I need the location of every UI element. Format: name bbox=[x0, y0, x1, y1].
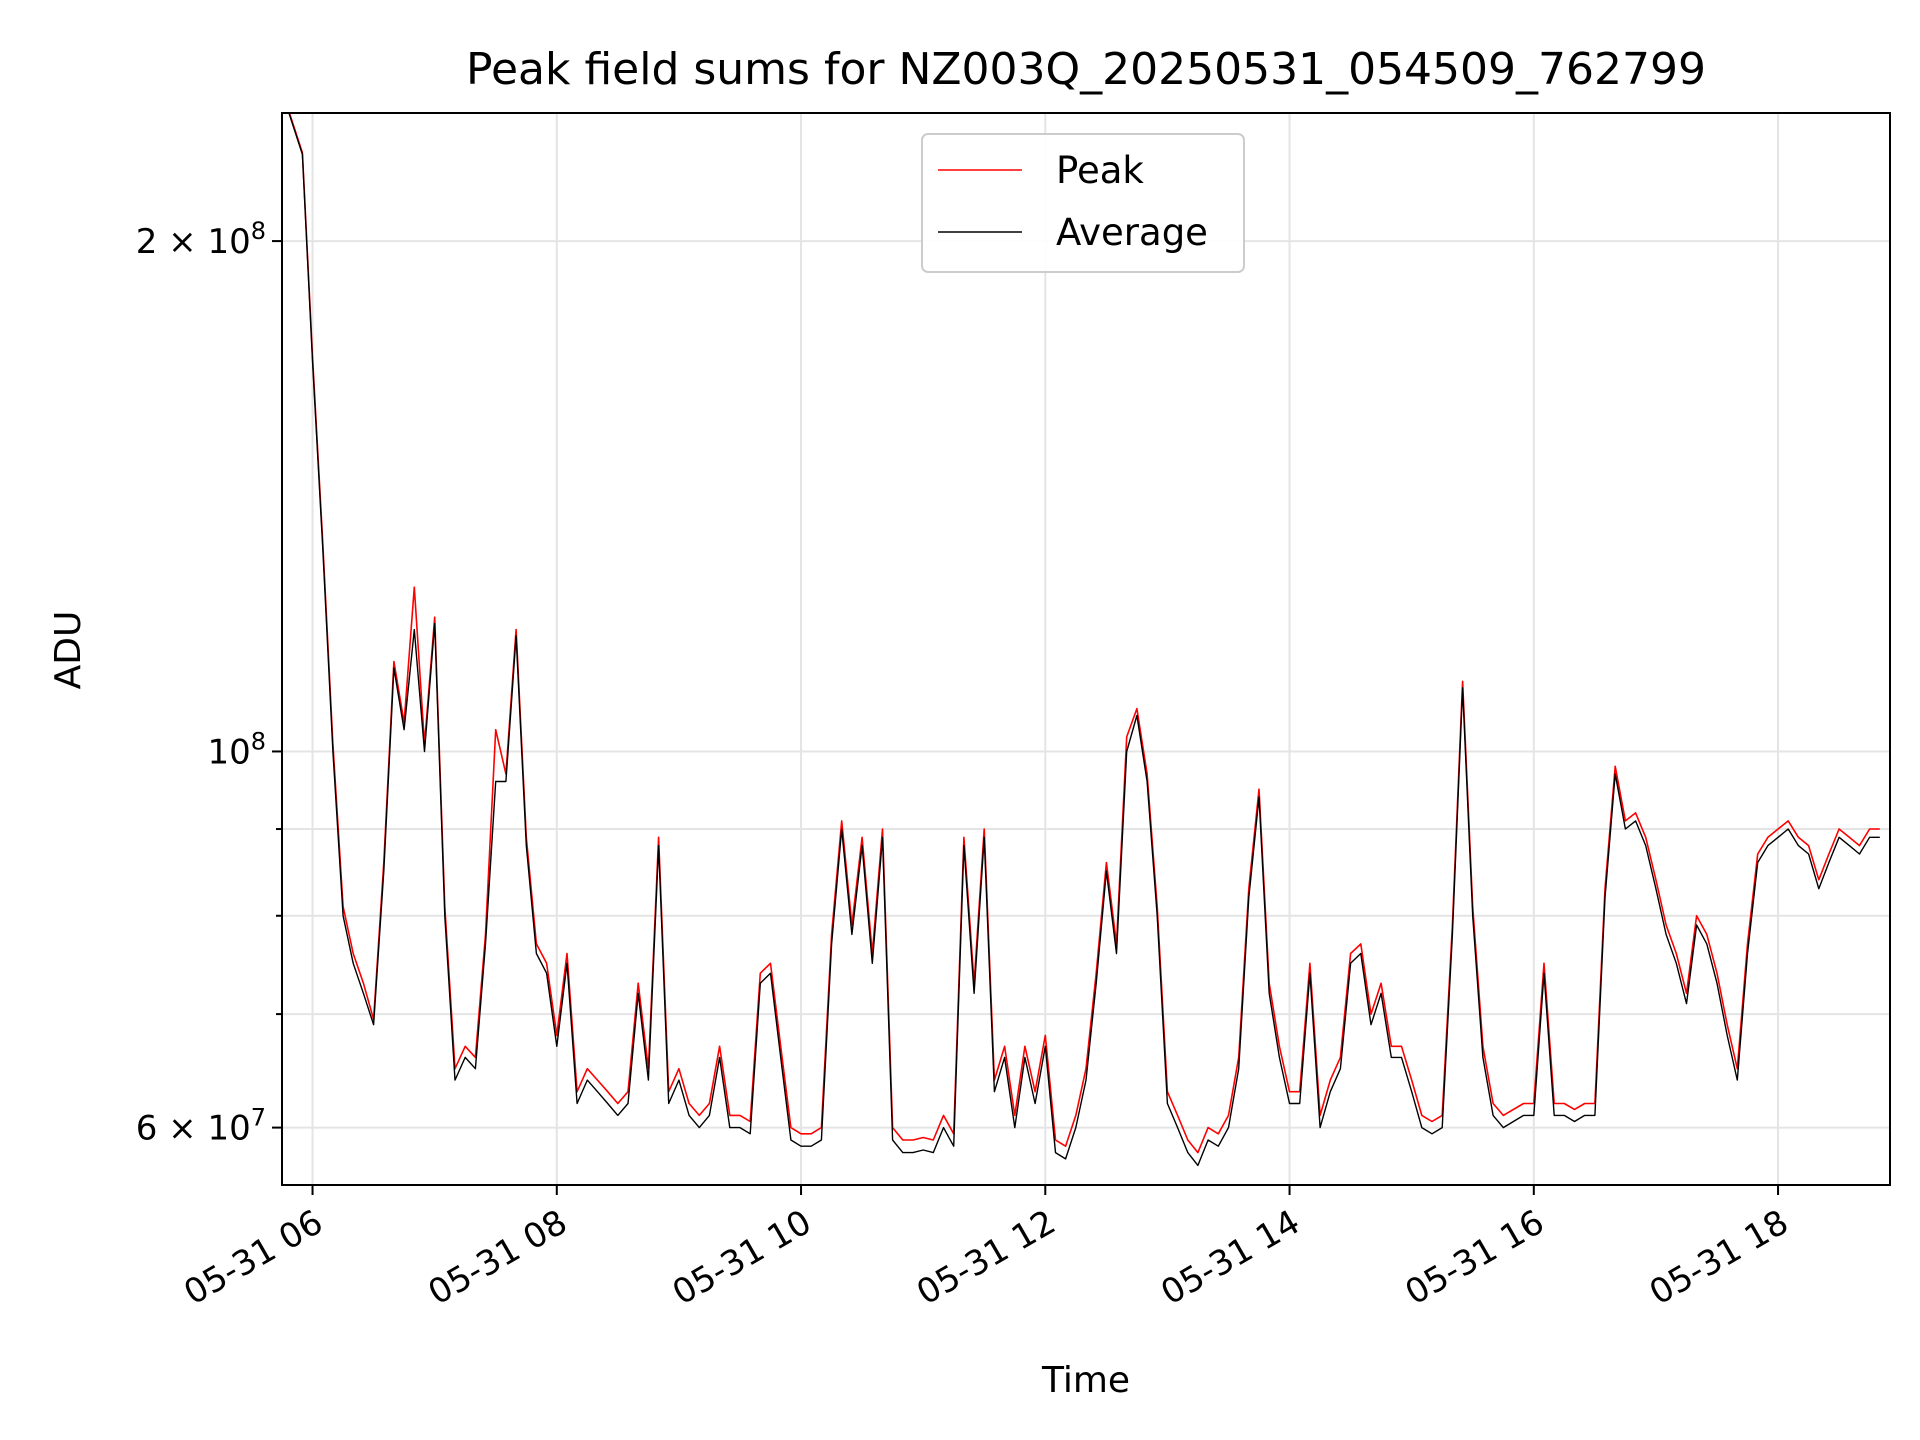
peak-series-line bbox=[288, 113, 1880, 1154]
plot-frame bbox=[281, 112, 1891, 1186]
average-series-line bbox=[288, 113, 1880, 1167]
plot-area bbox=[282, 113, 1890, 1185]
legend: Peak Average bbox=[921, 133, 1245, 273]
y-axis-label: ADU bbox=[48, 611, 89, 690]
y-tick-label: 108 bbox=[207, 727, 266, 772]
y-axis-ticks: 6 × 107 108 2 × 108 bbox=[136, 217, 282, 1149]
x-axis-label: Time bbox=[1041, 1360, 1130, 1401]
y-tick-label: 6 × 107 bbox=[136, 1104, 266, 1149]
chart-title: Peak field sums for NZ003Q_20250531_0545… bbox=[466, 44, 1706, 95]
legend-peak-label: Peak bbox=[1056, 149, 1144, 192]
series-group bbox=[288, 113, 1880, 1167]
legend-box bbox=[921, 133, 1245, 273]
y-tick-label: 2 × 108 bbox=[136, 217, 266, 262]
grid bbox=[282, 113, 1890, 1185]
legend-average-label: Average bbox=[1056, 211, 1208, 254]
